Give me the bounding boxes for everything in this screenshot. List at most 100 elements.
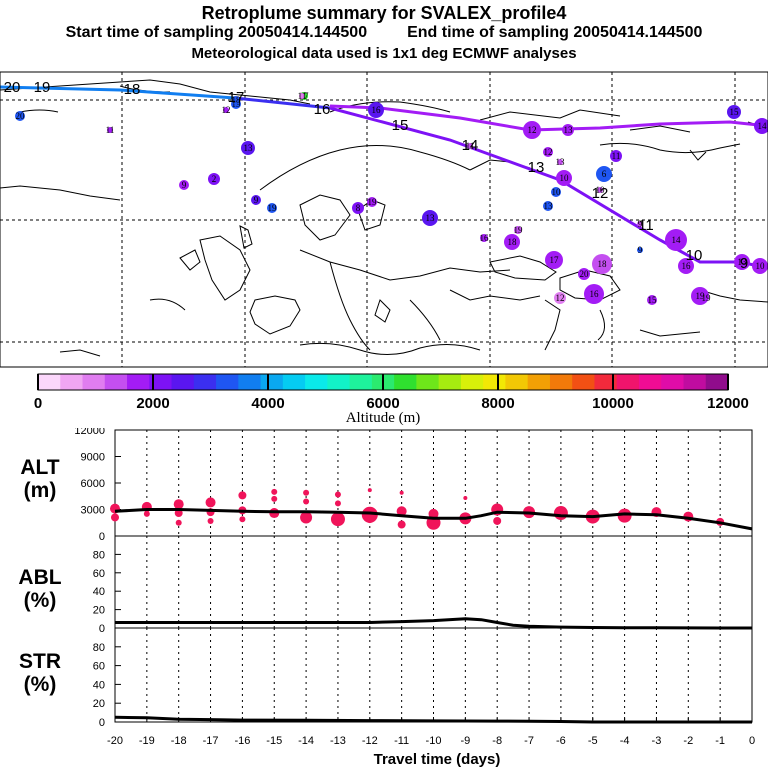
- y-tick-label: 0: [99, 531, 105, 543]
- track-day-label: 10: [686, 247, 703, 264]
- cluster-day-label: 19: [368, 197, 378, 207]
- cluster-dot: [554, 292, 566, 304]
- cluster-day-label: 13: [556, 157, 566, 167]
- cluster-marker: 19: [514, 225, 524, 235]
- cluster-day-label: 19: [232, 99, 242, 109]
- x-tick-label: -9: [460, 735, 470, 747]
- altitude-cluster-dot: [553, 506, 568, 521]
- cluster-marker: 16: [678, 258, 694, 274]
- track-day-label: 16: [314, 101, 331, 118]
- cluster-day-label: 9: [638, 219, 643, 229]
- cluster-dot: [543, 147, 553, 157]
- colorbar-tick-label: 8000: [481, 395, 514, 412]
- cluster-day-label: 16: [682, 261, 692, 271]
- y-tick-label: 9000: [81, 452, 105, 464]
- altitude-cluster-dot: [361, 506, 378, 523]
- colorbar-cell: [683, 374, 707, 390]
- colorbar-cell: [616, 374, 640, 390]
- colorbar-cell: [594, 374, 618, 390]
- track-day-label: 19: [34, 79, 51, 96]
- x-tick-label: -16: [234, 735, 250, 747]
- cluster-day-label: 19: [514, 225, 524, 235]
- cluster-day-label: 16: [480, 233, 490, 243]
- colorbar-cell: [149, 374, 173, 390]
- plot-title: Retroplume summary for SVALEX_profile4: [201, 3, 567, 23]
- x-tick-label: -18: [171, 735, 187, 747]
- meteo-data-label: Meteorological data used is 1x1 deg ECMW…: [191, 45, 577, 62]
- x-tick-label: -7: [524, 735, 534, 747]
- cluster-dot: [734, 254, 750, 270]
- cluster-dot: [523, 121, 541, 139]
- cluster-day-label: 12: [556, 293, 565, 303]
- colorbar-cell: [527, 374, 551, 390]
- cluster-day-label: 12: [544, 147, 553, 157]
- x-tick-label: -2: [683, 735, 693, 747]
- cluster-dot: [367, 197, 377, 207]
- cluster-marker: 11: [466, 141, 475, 151]
- x-tick-label: -14: [298, 735, 314, 747]
- cluster-marker: 9: [251, 195, 261, 205]
- cluster-marker: 13: [734, 254, 750, 270]
- cluster-dot: [597, 187, 603, 193]
- cluster-dot: [504, 234, 520, 250]
- cluster-marker: 11: [106, 125, 115, 135]
- track-day-label: 13: [528, 159, 545, 176]
- cluster-dot: [241, 141, 255, 155]
- cluster-dot: [592, 254, 612, 274]
- cluster-dot: [703, 295, 709, 301]
- colorbar-cell: [327, 374, 351, 390]
- colorbar-cell: [60, 374, 84, 390]
- cluster-day-label: 9: [254, 195, 259, 205]
- cluster-dot: [545, 251, 563, 269]
- cluster-day-label: 18: [508, 237, 518, 247]
- cluster-day-label: 14: [758, 121, 768, 131]
- cluster-dot: [557, 159, 563, 165]
- cluster-dot: [107, 127, 113, 133]
- cluster-dot: [551, 187, 561, 197]
- cluster-dot: [665, 229, 687, 251]
- abl-panel: 0 20 40 60 80: [93, 535, 753, 635]
- colorbar-cell: [438, 374, 462, 390]
- cluster-day-label: 18: [598, 259, 608, 269]
- colorbar-cell: [216, 374, 239, 390]
- x-tick-label: -8: [492, 735, 502, 747]
- cluster-marker: 14: [665, 229, 687, 251]
- cluster-day-label: 11: [106, 125, 115, 135]
- x-tick-label: -11: [394, 735, 409, 747]
- cluster-marker: 12: [523, 121, 541, 139]
- cluster-marker: 16: [480, 233, 490, 243]
- y-tick-label: 3000: [81, 505, 105, 517]
- y-tick-label: 80: [93, 549, 105, 561]
- colorbar-cell: [171, 374, 195, 390]
- colorbar-cell: [483, 374, 506, 390]
- colorbar-cell: [82, 374, 106, 390]
- cluster-marker: 13: [543, 201, 553, 211]
- cluster-day-label: 11: [466, 141, 475, 151]
- cluster-dot: [223, 107, 229, 113]
- altitude-cluster-dot: [367, 488, 372, 493]
- altitude-cluster-dot: [271, 488, 278, 495]
- track-day-label: 9: [740, 255, 748, 272]
- time-series-panels: 0 3000 6000 9000 12000 0 20 40 60 80 0 20 40 60 80 -…: [74, 428, 755, 768]
- cluster-dot: [251, 195, 261, 205]
- colorbar-cell: [260, 374, 284, 390]
- colorbar-cell: [282, 374, 306, 390]
- cluster-marker: 10: [752, 258, 768, 274]
- cluster-marker: 12: [543, 147, 553, 157]
- cluster-marker: 16: [368, 102, 384, 118]
- track-day-label: 15: [392, 117, 409, 134]
- cluster-dot: [543, 201, 553, 211]
- cluster-dot: [727, 105, 741, 119]
- y-tick-label: 20: [93, 605, 105, 617]
- cluster-marker: 20: [578, 268, 590, 280]
- x-tick-label: -3: [652, 735, 662, 747]
- cluster-dot: [15, 111, 25, 121]
- altitude-cluster-dot: [617, 508, 632, 523]
- cluster-day-label: 16: [372, 105, 382, 115]
- cluster-dot: [299, 93, 305, 99]
- altitude-cluster-dot: [238, 491, 247, 500]
- cluster-day-label: 10: [756, 261, 766, 271]
- cluster-dot: [562, 124, 574, 136]
- cluster-marker: 15: [647, 295, 657, 305]
